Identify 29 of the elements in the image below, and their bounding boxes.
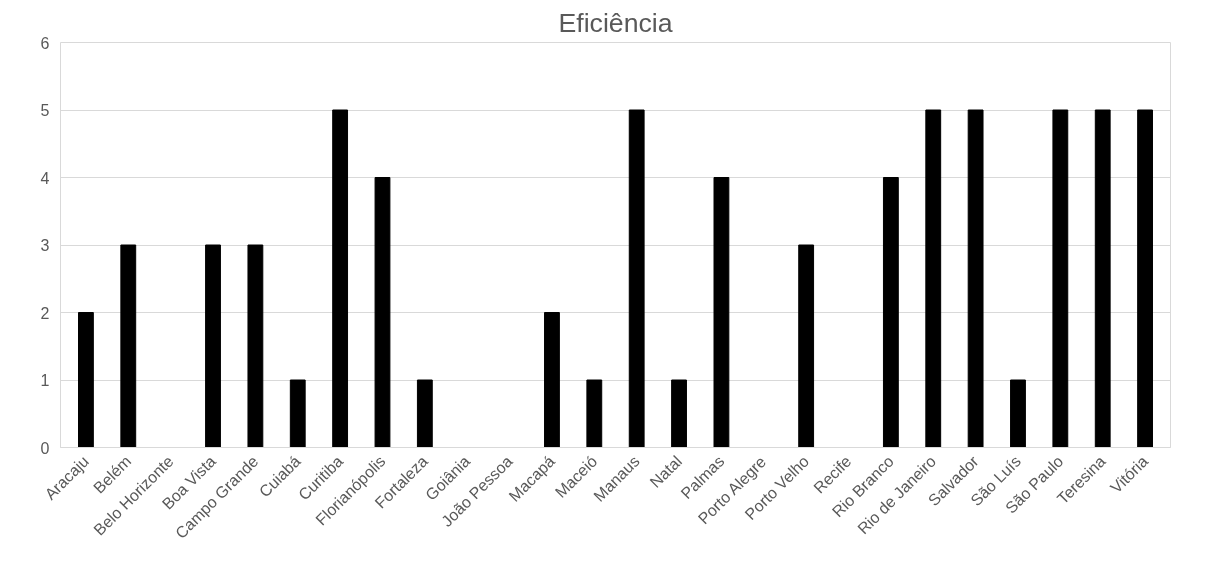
y-tick-label: 0: [40, 439, 50, 457]
chart-title: Eficiência: [558, 7, 673, 38]
bar: [798, 244, 815, 448]
bar: [882, 177, 899, 448]
y-tick-label: 4: [40, 169, 50, 187]
bar: [78, 312, 94, 448]
bar: [1010, 379, 1026, 448]
y-tick-label: 2: [40, 304, 50, 322]
bar: [332, 109, 349, 448]
bar: [628, 109, 645, 448]
bar: [967, 109, 984, 448]
bar: [713, 177, 730, 448]
bar: [416, 379, 433, 448]
bar: [120, 244, 137, 448]
bar: [205, 244, 221, 448]
bar: [374, 177, 391, 448]
y-tick-label: 5: [40, 102, 50, 119]
y-tick-label: 6: [40, 34, 50, 52]
bar: [1052, 109, 1069, 448]
bar: [925, 109, 942, 448]
bar: [586, 379, 603, 448]
bar: [289, 379, 306, 448]
bar: [1137, 109, 1153, 448]
y-tick-label: 1: [40, 372, 50, 389]
bar: [671, 379, 687, 448]
bar: [544, 312, 560, 448]
bar: [247, 244, 264, 448]
bar: [1094, 109, 1111, 448]
y-tick-label: 3: [40, 237, 50, 254]
